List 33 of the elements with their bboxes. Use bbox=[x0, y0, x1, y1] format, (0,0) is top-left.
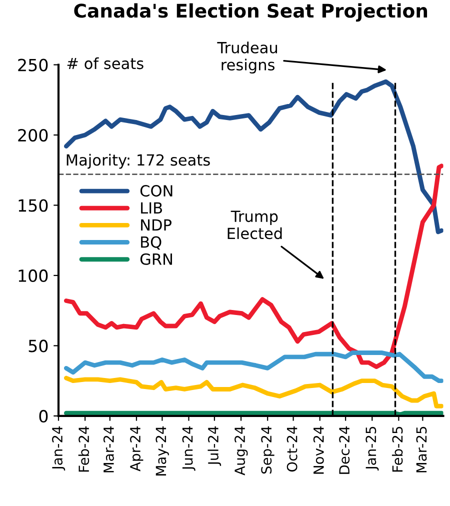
annotation: Trump Elected bbox=[228, 210, 282, 240]
x-tick-label: Mar-24 bbox=[103, 426, 114, 472]
x-tick-label: Feb-24 bbox=[78, 426, 90, 472]
legend-label: NDP bbox=[141, 219, 172, 231]
y-tick-label: 150 bbox=[18, 199, 48, 212]
chart-title: Canada's Election Seat Projection bbox=[74, 3, 428, 22]
x-tick-label: Mar-25 bbox=[416, 426, 427, 472]
x-tick-label: Jan-24 bbox=[52, 426, 66, 470]
x-tick-label: Jul-24 bbox=[208, 426, 222, 466]
legend-label: GRN bbox=[140, 253, 172, 265]
x-tick-label: Feb-25 bbox=[392, 426, 403, 472]
line-series bbox=[64, 350, 444, 384]
x-tick-label: Aug-24 bbox=[234, 426, 248, 476]
x-tick-label: May-24 bbox=[156, 426, 169, 476]
y-tick-label: 50 bbox=[28, 340, 48, 352]
x-tick-label: Dec-24 bbox=[339, 426, 350, 474]
legend-label: LIB bbox=[141, 202, 162, 214]
y-tick-label: 0 bbox=[39, 410, 48, 422]
legend-label: BQ bbox=[141, 236, 162, 250]
x-tick-label: Apr-24 bbox=[130, 426, 144, 472]
line-series bbox=[64, 376, 444, 408]
x-tick-label: Sep-24 bbox=[261, 426, 274, 474]
x-tick-label: Oct-24 bbox=[286, 426, 298, 472]
legend-label: CON bbox=[140, 185, 172, 197]
y-tick-label: 100 bbox=[18, 269, 48, 282]
y-tick-label: 250 bbox=[18, 58, 48, 72]
x-tick-label: Jan-25 bbox=[366, 426, 379, 470]
annotation: Trudeau resigns bbox=[217, 42, 278, 74]
y-tick-label: 200 bbox=[18, 128, 48, 142]
ref-line-label: Majority: 172 seats bbox=[66, 154, 210, 169]
x-tick-label: Nov-24 bbox=[313, 426, 324, 474]
y-axis-title: # of seats bbox=[67, 57, 144, 70]
x-tick-label: Jun-24 bbox=[182, 426, 196, 471]
